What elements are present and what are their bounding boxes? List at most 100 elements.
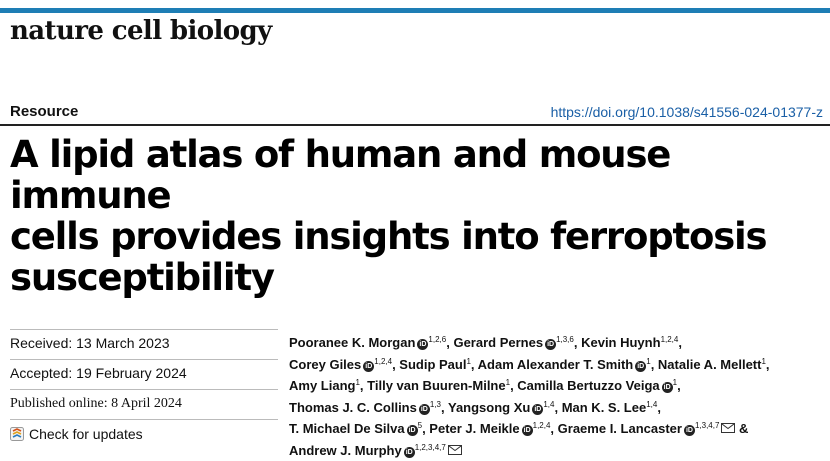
orcid-icon[interactable]: iD <box>635 360 647 372</box>
author-separator: , <box>657 399 661 415</box>
affiliation-numbers: 1,3,4,7 <box>694 421 720 430</box>
author[interactable]: Adam Alexander T. Smith iD1, <box>478 357 658 372</box>
affiliation-numbers: 1,2,4 <box>660 335 679 344</box>
affiliation-numbers: 1,2,6 <box>428 335 447 344</box>
author[interactable]: Andrew J. Murphy iD1,2,3,4,7 <box>289 443 462 458</box>
orcid-icon[interactable]: iD <box>683 425 695 436</box>
header-divider <box>0 124 830 126</box>
author[interactable]: Amy Liang1, <box>289 378 367 393</box>
author-separator: & <box>735 421 749 436</box>
affiliation-numbers: 5 <box>417 421 423 430</box>
author[interactable]: Graeme I. Lancaster iD1,3,4,7 & <box>557 421 749 436</box>
meta-divider <box>10 389 278 390</box>
author-name: Kevin Huynh <box>581 335 661 350</box>
title-line-3: susceptibility <box>10 256 275 299</box>
author[interactable]: Yangsong Xu iD1,4, <box>448 400 562 415</box>
affiliation-numbers: 1,3,6 <box>556 335 574 344</box>
email-icon[interactable] <box>721 423 736 433</box>
author[interactable]: Man K. S. Lee1,4, <box>562 400 661 415</box>
author[interactable]: T. Michael De Silva iD5, <box>289 421 429 436</box>
author-name: Camilla Bertuzzo Veiga <box>517 378 660 393</box>
title-line-2: cells provides insights into ferroptosis <box>10 215 768 258</box>
author-name: Andrew J. Murphy <box>289 442 402 458</box>
author[interactable]: Natalie A. Mellett1, <box>658 357 770 372</box>
published-date: Published online: 8 April 2024 <box>10 396 182 411</box>
affiliation-numbers: 1,2,4 <box>532 421 551 430</box>
author-separator: , <box>677 378 681 393</box>
article-type: Resource <box>10 103 79 120</box>
journal-name: nature cell biology <box>10 16 272 46</box>
orcid-icon[interactable]: iD <box>532 403 544 415</box>
orcid-icon[interactable]: iD <box>406 425 418 436</box>
accepted-row: Accepted: 19 February 2024 <box>10 359 278 389</box>
orcid-icon[interactable]: iD <box>417 339 429 350</box>
author-separator: , <box>359 378 368 393</box>
affiliation-numbers: 1 <box>505 378 511 387</box>
orcid-icon[interactable]: iD <box>363 360 375 372</box>
check-for-updates-label: Check for updates <box>29 426 143 442</box>
author[interactable]: Tilly van Buuren-Milne1, <box>367 378 517 393</box>
check-for-updates-button[interactable]: Check for updates <box>10 426 143 442</box>
author[interactable]: Gerard Pernes iD1,3,6, <box>453 335 581 350</box>
author-separator: , <box>765 356 770 372</box>
received-date: Received: 13 March 2023 <box>10 335 170 351</box>
author-separator: , <box>470 356 478 372</box>
affiliation-numbers: 1 <box>646 356 651 366</box>
author-separator: , <box>554 399 562 415</box>
title-line-1: A lipid atlas of human and mouse immune <box>10 133 671 217</box>
author-separator: , <box>392 356 400 372</box>
author-name: T. Michael De Silva <box>289 421 405 436</box>
author-name: Thomas J. C. Collins <box>289 399 417 415</box>
article-title: A lipid atlas of human and mouse immune … <box>10 134 820 298</box>
affiliation-numbers: 1,2,3,4,7 <box>414 442 446 452</box>
orcid-icon[interactable]: iD <box>403 446 415 458</box>
meta-divider <box>10 419 278 420</box>
author-name: Tilly van Buuren-Milne <box>367 378 506 393</box>
author-name: Yangsong Xu <box>447 399 531 415</box>
author-separator: , <box>510 378 518 393</box>
email-icon[interactable] <box>447 444 462 455</box>
author-name: Sudip Paul <box>399 356 467 372</box>
author-name: Graeme I. Lancaster <box>557 421 682 436</box>
author[interactable]: Peter J. Meikle iD1,2,4, <box>429 421 557 436</box>
author[interactable]: Pooranee K. Morgan iD1,2,6, <box>289 335 453 350</box>
orcid-icon[interactable]: iD <box>418 403 430 415</box>
journal-accent-bar <box>0 8 830 13</box>
author-name: Pooranee K. Morgan <box>289 335 416 350</box>
author-name: Corey Giles <box>289 356 362 372</box>
affiliation-numbers: 1,2,4 <box>374 356 393 366</box>
author[interactable]: Kevin Huynh1,2,4, <box>581 335 682 350</box>
author[interactable]: Sudip Paul1, <box>399 357 477 372</box>
affiliation-numbers: 1,3 <box>429 399 441 409</box>
affiliation-numbers: 1 <box>761 356 766 366</box>
orcid-icon[interactable]: iD <box>661 382 673 393</box>
check-updates-row: Check for updates <box>10 419 278 449</box>
author-separator: , <box>678 335 682 350</box>
meta-divider <box>10 359 278 360</box>
affiliation-numbers: 1,4 <box>646 399 658 409</box>
author-name: Adam Alexander T. Smith <box>477 356 634 372</box>
published-row: Published online: 8 April 2024 <box>10 389 278 419</box>
author-name: Amy Liang <box>289 378 356 393</box>
author-separator: , <box>440 399 448 415</box>
accepted-date: Accepted: 19 February 2024 <box>10 365 187 381</box>
author-name: Peter J. Meikle <box>429 421 520 436</box>
author[interactable]: Corey Giles iD1,2,4, <box>289 357 399 372</box>
meta-divider <box>10 329 278 330</box>
doi-link[interactable]: https://doi.org/10.1038/s41556-024-01377… <box>550 104 823 120</box>
orcid-icon[interactable]: iD <box>521 425 533 436</box>
author[interactable]: Thomas J. C. Collins iD1,3, <box>289 400 448 415</box>
author-separator: , <box>446 335 454 350</box>
affiliation-numbers: 1 <box>672 378 678 387</box>
author-list: Pooranee K. Morgan iD1,2,6, Gerard Pernes… <box>289 332 829 461</box>
affiliation-numbers: 1,4 <box>543 399 555 409</box>
author-separator: , <box>573 335 582 350</box>
orcid-icon[interactable]: iD <box>545 339 557 350</box>
author[interactable]: Camilla Bertuzzo Veiga iD1, <box>517 378 681 393</box>
check-for-updates-icon <box>10 427 24 441</box>
affiliation-numbers: 1 <box>355 378 360 387</box>
author-separator: , <box>422 421 430 436</box>
author-separator: , <box>650 356 658 372</box>
author-separator: , <box>550 421 558 436</box>
author-name: Gerard Pernes <box>453 335 544 350</box>
